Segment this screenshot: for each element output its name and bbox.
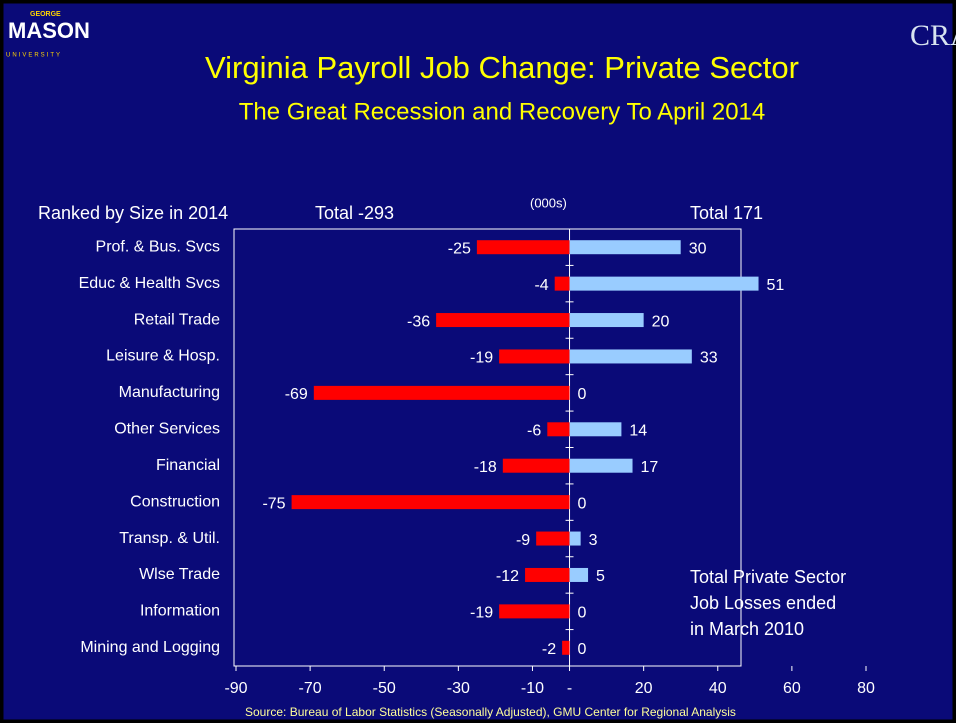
logo-text: CRA <box>910 19 956 52</box>
bar <box>569 313 644 328</box>
bar <box>476 240 570 255</box>
value-label: -6 <box>527 423 541 440</box>
bar <box>291 495 570 510</box>
value-label: -75 <box>262 495 285 512</box>
bar <box>502 458 570 473</box>
bar <box>313 385 570 400</box>
x-tick-label: 20 <box>635 680 653 697</box>
x-tick-label: -10 <box>521 680 544 697</box>
category-label: Information <box>140 603 220 620</box>
value-label: -25 <box>448 240 471 257</box>
value-label: 30 <box>689 240 707 257</box>
bar <box>436 313 570 328</box>
bar <box>569 349 692 364</box>
annotation: in March 2010 <box>690 619 804 639</box>
logo-text: MASON <box>8 18 90 43</box>
bar <box>554 276 570 291</box>
value-label: 17 <box>641 459 659 476</box>
x-tick-label: -30 <box>447 680 470 697</box>
x-tick-label: 60 <box>783 680 801 697</box>
category-label: Other Services <box>114 421 220 438</box>
logo-text: UNIVERSITY <box>6 53 62 59</box>
value-label: -12 <box>496 568 519 585</box>
total-label: Total 171 <box>690 203 763 223</box>
x-tick-label: -70 <box>299 680 322 697</box>
category-label: Educ & Health Svcs <box>79 275 220 292</box>
value-label: 33 <box>700 350 718 367</box>
category-label: Prof. & Bus. Svcs <box>96 238 220 255</box>
bar <box>536 531 570 546</box>
value-label: 51 <box>767 277 785 294</box>
value-label: 14 <box>629 423 647 440</box>
bar <box>499 349 570 364</box>
category-label: Mining and Logging <box>80 639 220 656</box>
bar <box>499 604 570 619</box>
value-label: 3 <box>589 532 598 549</box>
value-label: -18 <box>474 459 497 476</box>
bar <box>525 567 570 582</box>
annotation: Job Losses ended <box>690 593 836 613</box>
bar <box>562 640 570 655</box>
value-label: -36 <box>407 313 430 330</box>
chart-title: Virginia Payroll Job Change: Private Sec… <box>205 50 799 85</box>
x-tick-label: 80 <box>857 680 875 697</box>
value-label: 0 <box>578 495 587 512</box>
value-label: 0 <box>578 386 587 403</box>
value-label: -4 <box>534 277 548 294</box>
bar <box>569 458 633 473</box>
value-label: -19 <box>470 350 493 367</box>
unit-label: (000s) <box>530 195 567 210</box>
x-tick-label: -50 <box>373 680 396 697</box>
bar <box>569 240 681 255</box>
value-label: 0 <box>578 641 587 658</box>
bar <box>569 276 759 291</box>
bar <box>569 422 622 437</box>
category-label: Retail Trade <box>134 311 220 328</box>
category-label: Transp. & Util. <box>119 530 220 547</box>
x-tick-label: -90 <box>224 680 247 697</box>
value-label: -19 <box>470 605 493 622</box>
category-label: Leisure & Hosp. <box>106 348 220 365</box>
annotation: Total Private Sector <box>690 567 846 587</box>
bar <box>547 422 570 437</box>
category-label: Wlse Trade <box>139 566 220 583</box>
category-label: Financial <box>156 457 220 474</box>
value-label: 20 <box>652 313 670 330</box>
source: Source: Bureau of Labor Statistics (Seas… <box>245 705 736 719</box>
value-label: -69 <box>285 386 308 403</box>
value-label: -2 <box>542 641 556 658</box>
x-tick-label: 40 <box>709 680 727 697</box>
logo-text: GEORGE <box>30 11 61 18</box>
category-label: Construction <box>130 493 220 510</box>
value-label: 5 <box>596 568 605 585</box>
category-label: Manufacturing <box>119 384 220 401</box>
value-label: -9 <box>516 532 530 549</box>
value-label: 0 <box>578 605 587 622</box>
bar <box>569 567 589 582</box>
category-header: Ranked by Size in 2014 <box>38 203 228 223</box>
x-tick-label: - <box>567 680 572 697</box>
bar <box>569 531 581 546</box>
total-label: Total -293 <box>315 203 394 223</box>
plot-frame <box>233 228 742 667</box>
chart-subtitle: The Great Recession and Recovery To Apri… <box>239 98 766 125</box>
